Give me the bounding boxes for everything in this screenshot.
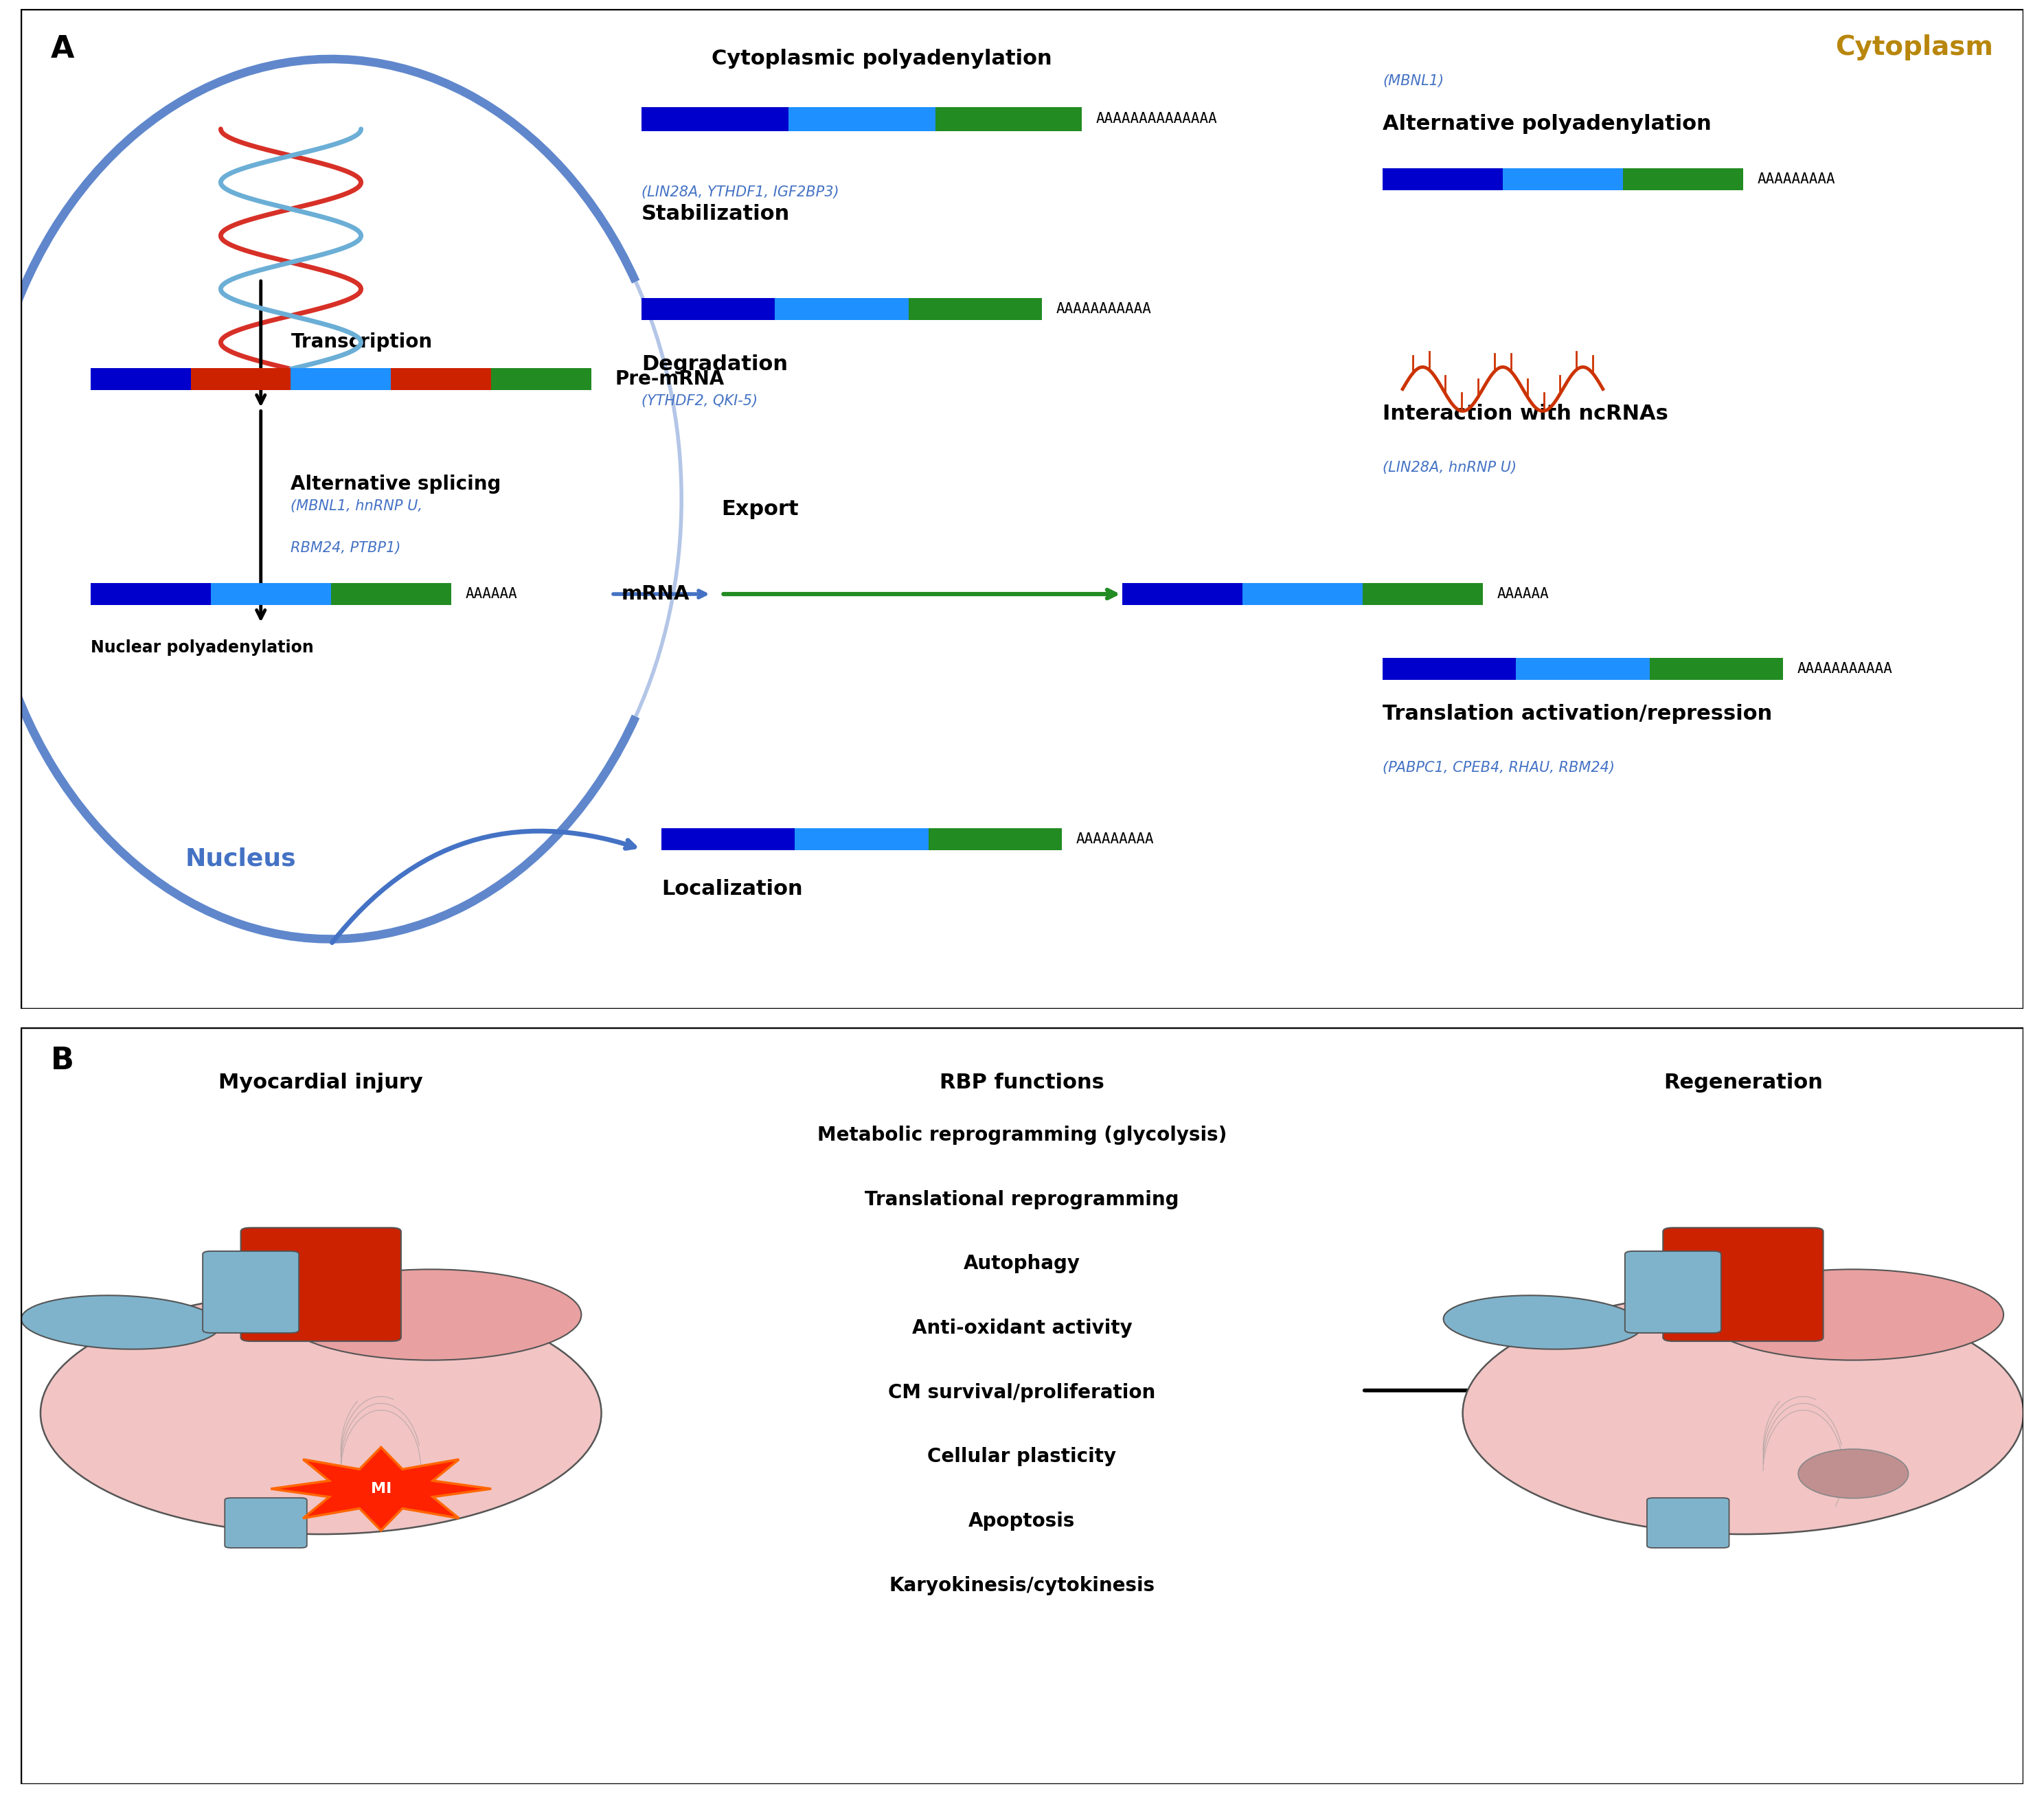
- Text: Metabolic reprogramming (glycolysis): Metabolic reprogramming (glycolysis): [818, 1126, 1226, 1144]
- Bar: [642, 106, 789, 132]
- Bar: [190, 368, 290, 389]
- Text: (LIN28A, hnRNP U): (LIN28A, hnRNP U): [1382, 461, 1517, 474]
- Bar: [1623, 168, 1744, 189]
- Text: Stabilization: Stabilization: [642, 204, 789, 223]
- Text: Export: Export: [722, 499, 799, 519]
- Text: AAAAAAAAA: AAAAAAAAA: [1075, 833, 1155, 845]
- Bar: [491, 368, 591, 389]
- Bar: [211, 584, 331, 605]
- Text: (YTHDF2, QKI-5): (YTHDF2, QKI-5): [642, 395, 758, 407]
- Text: RBM24, PTBP1): RBM24, PTBP1): [290, 541, 401, 555]
- FancyBboxPatch shape: [202, 1251, 298, 1333]
- Text: Translation activation/repression: Translation activation/repression: [1382, 705, 1772, 724]
- Text: Alternative splicing: Alternative splicing: [290, 476, 501, 494]
- Text: RBP functions: RBP functions: [940, 1072, 1104, 1092]
- Text: CM survival/proliferation: CM survival/proliferation: [889, 1382, 1155, 1402]
- Ellipse shape: [280, 1269, 580, 1361]
- Text: Cellular plasticity: Cellular plasticity: [928, 1447, 1116, 1467]
- Ellipse shape: [1464, 1292, 2024, 1534]
- Bar: [331, 584, 452, 605]
- Text: Apoptosis: Apoptosis: [969, 1512, 1075, 1530]
- Bar: [1243, 584, 1363, 605]
- Text: AAAAAAAAAAAAAA: AAAAAAAAAAAAAA: [1096, 112, 1218, 126]
- Text: Cytoplasm: Cytoplasm: [1836, 34, 1993, 59]
- Text: Regeneration: Regeneration: [1664, 1072, 1823, 1092]
- FancyArrowPatch shape: [613, 591, 705, 598]
- FancyArrowPatch shape: [331, 831, 634, 942]
- FancyBboxPatch shape: [1664, 1227, 1823, 1341]
- Bar: [642, 297, 775, 321]
- Bar: [1363, 584, 1482, 605]
- Bar: [390, 368, 491, 389]
- Text: Alternative polyadenylation: Alternative polyadenylation: [1382, 114, 1711, 133]
- Bar: [795, 829, 928, 851]
- Bar: [1382, 168, 1502, 189]
- Bar: [1502, 168, 1623, 189]
- Text: AAAAAAAAAAA: AAAAAAAAAAA: [1057, 303, 1151, 315]
- FancyBboxPatch shape: [225, 1497, 307, 1548]
- Ellipse shape: [1799, 1449, 1909, 1497]
- Text: B: B: [51, 1045, 74, 1076]
- Bar: [1122, 584, 1243, 605]
- Bar: [1517, 658, 1650, 679]
- Text: AAAAAAAAAAA: AAAAAAAAAAA: [1797, 661, 1893, 676]
- Ellipse shape: [1443, 1296, 1641, 1350]
- Bar: [1650, 658, 1782, 679]
- Text: Nucleus: Nucleus: [186, 847, 296, 870]
- Text: mRNA: mRNA: [621, 584, 689, 604]
- Text: Karyokinesis/cytokinesis: Karyokinesis/cytokinesis: [889, 1575, 1155, 1595]
- Bar: [936, 106, 1081, 132]
- Text: Interaction with ncRNAs: Interaction with ncRNAs: [1382, 404, 1668, 423]
- Text: AAAAAA: AAAAAA: [466, 587, 517, 600]
- Text: MI: MI: [370, 1481, 390, 1496]
- Text: (LIN28A, YTHDF1, IGF2BP3): (LIN28A, YTHDF1, IGF2BP3): [642, 186, 838, 198]
- Polygon shape: [270, 1447, 491, 1530]
- Text: Nuclear polyadenylation: Nuclear polyadenylation: [90, 640, 313, 656]
- Bar: [789, 106, 936, 132]
- Text: Myocardial injury: Myocardial injury: [219, 1072, 423, 1092]
- Ellipse shape: [1703, 1269, 2003, 1361]
- Text: Pre-mRNA: Pre-mRNA: [615, 369, 726, 389]
- Bar: [1382, 658, 1517, 679]
- Text: Degradation: Degradation: [642, 355, 787, 375]
- Text: (MBNL1, hnRNP U,: (MBNL1, hnRNP U,: [290, 499, 423, 514]
- Text: (MBNL1): (MBNL1): [1382, 74, 1443, 88]
- Text: A: A: [51, 34, 74, 63]
- Bar: [775, 297, 908, 321]
- Ellipse shape: [20, 1296, 221, 1350]
- Bar: [928, 829, 1063, 851]
- Text: Anti-oxidant activity: Anti-oxidant activity: [912, 1319, 1132, 1337]
- Bar: [662, 829, 795, 851]
- Bar: [90, 584, 211, 605]
- Text: (PABPC1, CPEB4, RHAU, RBM24): (PABPC1, CPEB4, RHAU, RBM24): [1382, 760, 1615, 775]
- Ellipse shape: [41, 1292, 601, 1534]
- Text: Autophagy: Autophagy: [963, 1254, 1081, 1274]
- Bar: [290, 368, 390, 389]
- Text: Localization: Localization: [662, 879, 803, 899]
- Text: AAAAAAAAA: AAAAAAAAA: [1758, 173, 1836, 186]
- FancyBboxPatch shape: [1625, 1251, 1721, 1333]
- Text: AAAAAA: AAAAAA: [1496, 587, 1549, 600]
- Text: Transcription: Transcription: [290, 332, 433, 351]
- Bar: [908, 297, 1042, 321]
- Text: Cytoplasmic polyadenylation: Cytoplasmic polyadenylation: [711, 49, 1053, 68]
- Text: Translational reprogramming: Translational reprogramming: [865, 1189, 1179, 1209]
- FancyBboxPatch shape: [241, 1227, 401, 1341]
- FancyBboxPatch shape: [1647, 1497, 1729, 1548]
- Bar: [90, 368, 190, 389]
